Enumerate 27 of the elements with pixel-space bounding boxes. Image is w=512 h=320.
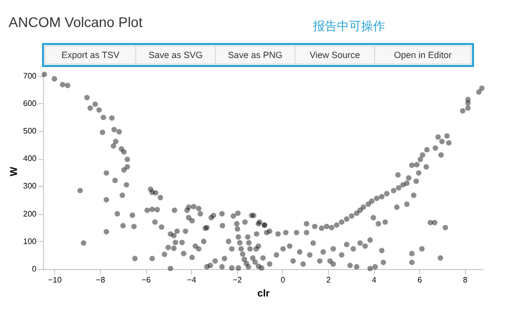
x-tick-label: 2 <box>326 276 332 284</box>
y-tick-label: 600 <box>23 98 38 108</box>
y-tick-label: 200 <box>23 209 38 218</box>
y-tick-label: 400 <box>23 154 38 164</box>
x-tick-label: −10 <box>48 276 62 284</box>
y-tick-label: 300 <box>23 182 38 191</box>
y-tick-label: 0 <box>32 264 38 274</box>
y-tick-label: 700 <box>23 71 38 80</box>
text: Open in Editor <box>394 50 452 60</box>
text: 报告中可操作 <box>312 19 385 33</box>
x-tick-label: 4 <box>372 276 377 284</box>
x-axis-title: clr <box>257 288 270 300</box>
y-axis-title: W <box>9 166 20 176</box>
text: Save as PNG <box>228 50 282 60</box>
x-tick-label: 0 <box>280 276 286 284</box>
text: Export as TSV <box>61 50 120 60</box>
chart-title: ANCOM Volcano Plot <box>8 14 143 30</box>
x-tick-label: −4 <box>187 276 197 284</box>
y-tick-label: 500 <box>23 126 38 136</box>
text: View Source <box>310 50 360 60</box>
x-tick-label: −6 <box>142 276 152 284</box>
x-tick-label: −2 <box>232 276 242 284</box>
text: Save as SVG <box>148 50 203 60</box>
y-tick-label: 100 <box>23 236 38 246</box>
x-tick-label: 6 <box>417 276 422 284</box>
x-tick-label: 8 <box>463 276 468 284</box>
x-tick-label: −8 <box>96 276 106 284</box>
